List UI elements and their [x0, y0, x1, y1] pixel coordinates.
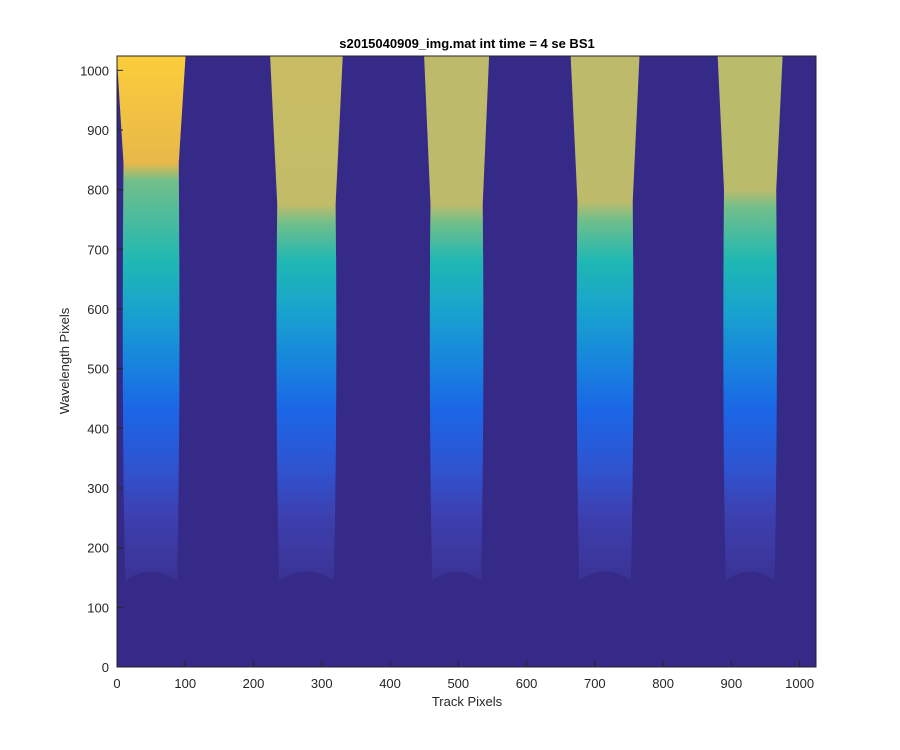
- y-tick-label: 700: [87, 242, 109, 257]
- x-tick-label: 200: [243, 676, 265, 691]
- y-tick-label: 100: [87, 600, 109, 615]
- x-tick-label: 400: [379, 676, 401, 691]
- y-tick-label: 1000: [80, 63, 109, 78]
- y-tick-label: 200: [87, 541, 109, 556]
- x-tick-label: 600: [516, 676, 538, 691]
- x-tick-label: 1000: [785, 676, 814, 691]
- x-tick-label: 800: [652, 676, 674, 691]
- plot-frame: [116, 55, 817, 668]
- intensity-band: [116, 56, 186, 581]
- plot-area: [116, 55, 817, 668]
- chart-title: s2015040909_img.mat int time = 4 se BS1: [339, 36, 594, 51]
- x-tick-label: 900: [721, 676, 743, 691]
- y-tick-label: 900: [87, 123, 109, 138]
- intensity-band: [717, 56, 783, 581]
- x-axis: 0 100 200 300 400 500 600 700 800 900 1000: [113, 661, 814, 691]
- intensity-band: [270, 56, 343, 581]
- intensity-band: [570, 56, 640, 581]
- y-axis: 0 100 200 300 400 500 600 700 800 900 1000: [80, 63, 123, 675]
- y-tick-label: 500: [87, 362, 109, 377]
- y-tick-label: 0: [102, 660, 109, 675]
- x-axis-label: Track Pixels: [432, 694, 503, 709]
- intensity-band: [424, 56, 490, 581]
- y-tick-label: 400: [87, 421, 109, 436]
- x-tick-label: 300: [311, 676, 333, 691]
- x-tick-label: 0: [113, 676, 120, 691]
- x-tick-label: 700: [584, 676, 606, 691]
- x-tick-label: 100: [174, 676, 196, 691]
- y-axis-label: Wavelength Pixels: [57, 307, 72, 414]
- y-tick-label: 600: [87, 302, 109, 317]
- intensity-bands: [116, 56, 783, 581]
- x-tick-label: 500: [447, 676, 469, 691]
- y-tick-label: 300: [87, 481, 109, 496]
- y-tick-label: 800: [87, 183, 109, 198]
